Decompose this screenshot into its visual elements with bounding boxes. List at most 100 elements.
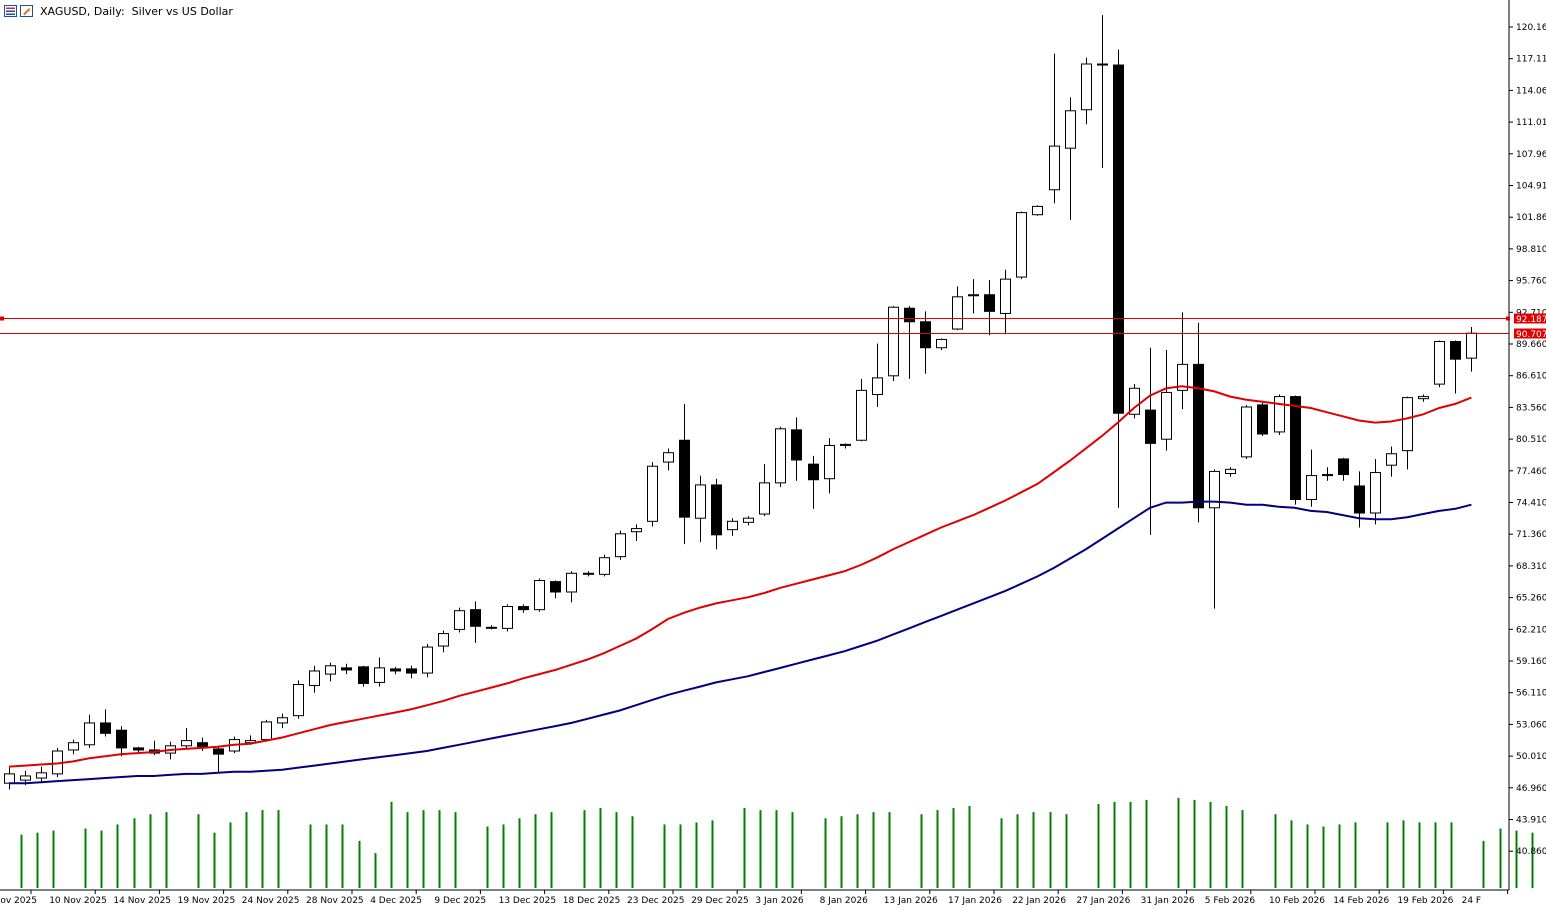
price-tick-label: 59.160 — [1516, 657, 1546, 667]
price-tick-label: 107.960 — [1516, 150, 1546, 160]
time-tick-label: 5 Nov 2025 — [0, 896, 37, 906]
time-tick-label: 28 Nov 2025 — [306, 896, 364, 906]
candle — [423, 644, 433, 677]
candle — [760, 464, 770, 516]
candle-body — [841, 444, 851, 445]
candle — [969, 279, 979, 313]
candle — [889, 306, 899, 381]
price-tick-label: 46.960 — [1516, 784, 1546, 794]
candle-body — [551, 582, 561, 592]
candle — [519, 604, 529, 612]
candle — [809, 456, 819, 509]
candle-body — [69, 743, 79, 750]
candle-body — [760, 483, 770, 514]
price-line-handle-right — [1506, 317, 1510, 321]
candle-body — [5, 774, 15, 783]
candle — [1419, 395, 1429, 402]
time-tick-label: 19 Nov 2025 — [178, 896, 236, 906]
candle-body — [1323, 475, 1333, 476]
candle-body — [1387, 454, 1397, 465]
candle — [712, 479, 722, 550]
candle-body — [342, 668, 352, 670]
candle — [1275, 395, 1285, 436]
candle — [182, 728, 192, 749]
candle-body — [728, 521, 738, 529]
candle — [937, 338, 947, 349]
candle — [905, 306, 915, 379]
candle — [455, 608, 465, 633]
candle — [1339, 458, 1349, 481]
time-tick-label: 4 Dec 2025 — [370, 896, 422, 906]
candle-body — [1371, 472, 1381, 513]
candle-body — [535, 581, 545, 610]
candle-body — [198, 743, 208, 747]
candle-body — [632, 529, 642, 532]
candle — [294, 680, 304, 718]
time-tick-label: 24 Nov 2025 — [242, 896, 300, 906]
candle-body — [310, 671, 320, 686]
candle — [616, 531, 626, 560]
price-tick-label: 40.860 — [1516, 847, 1546, 857]
candle — [1403, 397, 1413, 470]
price-tick-label: 117.110 — [1516, 55, 1546, 65]
candle — [359, 666, 369, 687]
candle — [342, 664, 352, 674]
candle — [375, 657, 385, 686]
candle-body — [1050, 146, 1060, 190]
candle — [1371, 459, 1381, 524]
candle — [632, 524, 642, 541]
candle-body — [776, 429, 786, 483]
price-tick-label: 104.910 — [1516, 182, 1546, 192]
candle-body — [648, 466, 658, 521]
candle — [1017, 212, 1027, 280]
time-tick-label: 19 Feb 2026 — [1397, 896, 1453, 906]
candle — [407, 666, 417, 678]
candle-body — [905, 308, 915, 322]
candle — [262, 720, 272, 742]
chart-header: XAGUSD, Daily: Silver vs US Dollar — [4, 3, 233, 19]
candle — [1258, 403, 1268, 436]
time-tick-label: 24 F — [1462, 896, 1482, 906]
candle-body — [969, 295, 979, 296]
candle-body — [1339, 459, 1349, 475]
candle-body — [1146, 410, 1156, 443]
candle-body — [600, 558, 610, 575]
candle — [1082, 58, 1092, 125]
candle — [37, 767, 47, 783]
candle-body — [1033, 206, 1043, 214]
candle-body — [487, 627, 497, 628]
candle-series — [5, 15, 1477, 789]
candle — [1130, 384, 1140, 418]
candle — [551, 581, 561, 599]
chart-edit-icon[interactable] — [20, 5, 33, 17]
price-line: 92.187 — [0, 314, 1546, 326]
candle — [1001, 270, 1011, 334]
candle — [825, 438, 835, 493]
candle — [1066, 97, 1076, 220]
candle — [487, 625, 497, 629]
candle — [1162, 350, 1172, 451]
candle-body — [1098, 64, 1108, 65]
candle — [391, 667, 401, 674]
candle — [792, 417, 802, 480]
price-tick-label: 62.210 — [1516, 625, 1546, 635]
candle-body — [584, 573, 594, 574]
candle-body — [567, 573, 577, 592]
candle — [310, 666, 320, 693]
candle — [841, 443, 851, 448]
chart-properties-icon[interactable] — [4, 5, 17, 17]
candle-body — [744, 518, 754, 522]
candle-body — [85, 723, 95, 745]
candle — [1098, 15, 1108, 168]
candle-body — [953, 297, 963, 329]
candle-body — [857, 390, 867, 440]
price-tick-label: 50.010 — [1516, 752, 1546, 762]
candle-body — [262, 722, 272, 740]
candle — [1435, 340, 1445, 387]
candle-body — [1226, 469, 1236, 473]
candle — [69, 740, 79, 755]
candle-body — [407, 669, 417, 673]
candle-body — [455, 611, 465, 630]
